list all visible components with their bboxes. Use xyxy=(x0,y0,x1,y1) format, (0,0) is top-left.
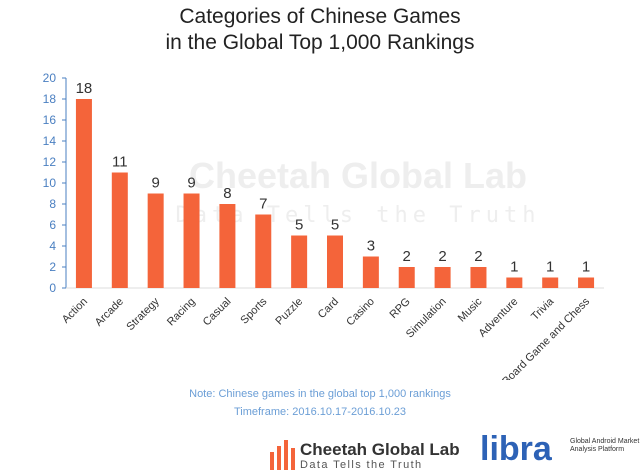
footer-logos: Cheetah Global Lab Data Tells the Truth … xyxy=(0,430,640,476)
x-tick-label: RPG xyxy=(388,296,413,321)
bar-card xyxy=(327,235,343,288)
watermark-tagline: Data Tells the Truth xyxy=(176,203,541,228)
y-tick-label: 20 xyxy=(43,71,57,85)
chart-title-line: Categories of Chinese Games xyxy=(179,5,461,28)
bar-value-label: 7 xyxy=(259,196,267,213)
bar-value-label: 8 xyxy=(223,185,231,202)
x-tick-label: Casual xyxy=(201,296,234,329)
bar-value-label: 1 xyxy=(582,259,590,276)
bar-casino xyxy=(362,256,379,288)
x-tick-label: Adventure xyxy=(477,296,521,340)
chart-title-line: in the Global Top 1,000 Rankings xyxy=(165,31,475,54)
bar-value-label: 11 xyxy=(112,154,128,171)
bar-value-label: 1 xyxy=(510,259,518,276)
bar-value-label: 2 xyxy=(438,248,446,265)
bar-value-label: 5 xyxy=(331,217,339,234)
y-tick-label: 2 xyxy=(49,260,56,274)
chart-title: Categories of Chinese Games in the Global… xyxy=(0,4,640,56)
bar-trivia xyxy=(542,277,559,288)
libra-logo-tagline: Global Android Market Analysis Platform xyxy=(570,438,640,453)
bar-value-label: 18 xyxy=(76,80,93,97)
x-tick-label: Racing xyxy=(165,296,198,329)
x-tick-label: Sports xyxy=(238,295,269,326)
bar-chart: Cheetah Global Lab Data Tells the Truth … xyxy=(43,71,604,380)
bar-sports xyxy=(255,214,272,288)
y-tick-label: 6 xyxy=(49,218,56,232)
watermark: Cheetah Global Lab Data Tells the Truth xyxy=(176,155,541,228)
bar-racing xyxy=(183,193,200,288)
bar-value-label: 3 xyxy=(367,238,375,255)
watermark-name: Cheetah Global Lab xyxy=(189,155,527,196)
timeframe-text: Timeframe: 2016.10.17-2016.10.23 xyxy=(233,406,407,418)
bar-casual xyxy=(219,204,236,288)
bar-arcade xyxy=(111,172,128,288)
bar-adventure xyxy=(506,277,523,288)
y-tick-label: 8 xyxy=(49,197,56,211)
bar-music xyxy=(470,267,487,288)
y-tick-label: 10 xyxy=(43,176,57,190)
bar-value-label: 9 xyxy=(151,175,159,192)
bar-value-label: 2 xyxy=(474,248,482,265)
bar-value-label: 1 xyxy=(546,259,554,276)
x-tick-label: Action xyxy=(60,296,90,326)
bar-value-label: 5 xyxy=(295,217,303,234)
y-tick-label: 18 xyxy=(43,92,57,106)
cheetah-logo-tagline: Data Tells the Truth xyxy=(300,459,423,471)
x-tick-label: Music xyxy=(456,295,485,324)
note-text: Note: Chinese games in the global top 1,… xyxy=(189,388,451,400)
x-tick-label: Arcade xyxy=(93,296,126,329)
x-tick-label: Puzzle xyxy=(273,296,305,328)
bar-value-label: 9 xyxy=(187,175,195,192)
cheetah-logo-name: Cheetah Global Lab xyxy=(300,440,460,459)
y-tick-label: 14 xyxy=(43,134,57,148)
x-tick-label: Card xyxy=(316,296,341,321)
bar-puzzle xyxy=(291,235,308,288)
bar-action xyxy=(75,99,92,288)
y-tick-label: 16 xyxy=(43,113,57,127)
y-tick-label: 12 xyxy=(43,155,57,169)
y-tick-label: 0 xyxy=(49,281,56,295)
libra-logo-name: libra xyxy=(480,430,552,468)
cheetah-icon xyxy=(270,440,295,470)
x-tick-label: Casino xyxy=(344,296,377,329)
bar-rpg xyxy=(398,267,415,288)
y-tick-label: 4 xyxy=(49,239,56,253)
bar-strategy xyxy=(147,193,164,288)
bar-value-label: 2 xyxy=(403,248,411,265)
bar-board-game-and-chess xyxy=(578,277,595,288)
x-tick-label: Trivia xyxy=(529,295,557,323)
bar-simulation xyxy=(434,267,451,288)
x-tick-label: Strategy xyxy=(124,295,162,333)
